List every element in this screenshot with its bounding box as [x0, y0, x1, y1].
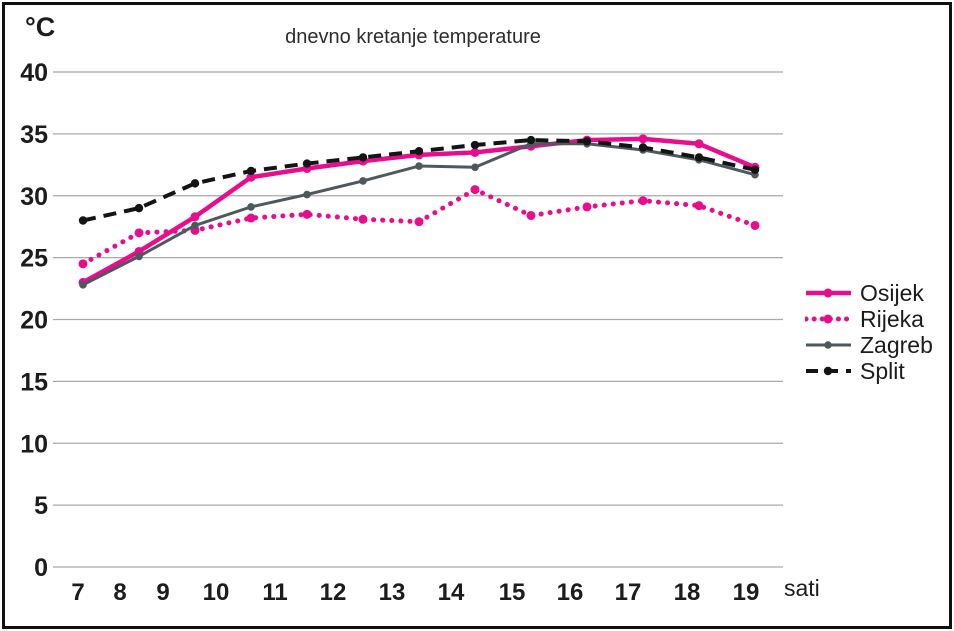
series-marker-zagreb-7 [79, 281, 87, 289]
x-tick-label-16: 16 [557, 579, 584, 606]
series-marker-zagreb-8 [135, 252, 143, 261]
series-marker-zagreb-10 [247, 203, 255, 211]
y-tick-label-35: 35 [20, 121, 48, 149]
legend: Osijek Rijeka Zagreb Split [805, 280, 933, 384]
legend-sample-marker [823, 288, 833, 298]
series-marker-split-9 [190, 179, 200, 188]
series-marker-rijeka-17 [638, 196, 648, 206]
series-marker-split-12 [358, 153, 368, 162]
series-marker-split-14 [470, 140, 480, 150]
series-marker-osijek-9 [190, 212, 200, 222]
series-marker-split-11 [302, 159, 312, 168]
x-tick-label-18: 18 [674, 579, 701, 606]
legend-label-osijek: Osijek [860, 279, 924, 306]
series-marker-osijek-18 [694, 139, 704, 149]
series-line-osijek [81, 136, 756, 285]
y-tick-label-15: 15 [20, 368, 48, 396]
x-axis-unit-label: sati [784, 575, 820, 601]
legend-item-osijek: Osijek [805, 280, 933, 306]
series-marker-rijeka-13 [414, 217, 424, 227]
legend-label-zagreb: Zagreb [860, 331, 933, 358]
series-marker-rijeka-14 [470, 185, 480, 195]
series-marker-rijeka-19 [750, 220, 760, 230]
y-tick-label-30: 30 [20, 183, 48, 211]
series-marker-rijeka-16 [582, 202, 592, 212]
legend-item-rijeka: Rijeka [805, 306, 933, 332]
legend-item-zagreb: Zagreb [805, 332, 933, 358]
x-tick-label-9: 9 [156, 579, 169, 606]
y-tick-label-5: 5 [34, 492, 48, 520]
series-marker-zagreb-12 [359, 177, 367, 185]
y-tick-label-0: 0 [34, 554, 48, 582]
legend-line-sample-zagreb [806, 341, 851, 349]
series-marker-osijek-10 [246, 172, 256, 182]
y-tick-label-10: 10 [20, 430, 48, 458]
x-tick-label-14: 14 [438, 579, 465, 606]
y-axis-unit-label: °C [25, 12, 56, 42]
series-marker-osijek-17 [638, 134, 648, 144]
series-line-rijeka [80, 187, 758, 267]
x-tick-label-17: 17 [615, 579, 642, 606]
y-tick-label-25: 25 [20, 245, 48, 273]
series-marker-zagreb-9 [191, 221, 199, 230]
series-marker-split-10 [246, 166, 256, 176]
x-tick-label-10: 10 [203, 579, 230, 606]
series-marker-rijeka-8 [134, 228, 144, 238]
y-tick-label-20: 20 [20, 307, 48, 335]
series-marker-split-19 [750, 165, 760, 174]
legend-line-sample-split [806, 366, 851, 376]
x-tick-label-7: 7 [71, 579, 84, 606]
series-marker-rijeka-18 [694, 201, 704, 211]
series-marker-rijeka-10 [246, 213, 256, 223]
series-marker-rijeka-12 [358, 214, 368, 224]
series-marker-split-16 [582, 137, 592, 146]
series-marker-split-7 [78, 216, 88, 225]
x-tick-label-19: 19 [733, 579, 760, 606]
series-marker-osijek-14 [470, 147, 480, 157]
legend-sample-marker [823, 366, 833, 376]
series-marker-rijeka-15 [526, 211, 536, 221]
x-tick-label-15: 15 [499, 579, 526, 606]
x-tick-label-8: 8 [113, 579, 126, 606]
series-marker-rijeka-7 [78, 259, 88, 269]
series-marker-split-13 [414, 147, 424, 156]
legend-sample-marker [824, 341, 832, 349]
legend-line-sample-osijek [806, 288, 851, 298]
series-marker-zagreb-14 [471, 163, 479, 172]
legend-line-sample-rijeka [805, 314, 852, 324]
x-tick-label-12: 12 [320, 579, 347, 606]
legend-sample-marker [823, 314, 833, 324]
x-tick-label-13: 13 [379, 579, 406, 606]
series-marker-zagreb-13 [415, 162, 423, 170]
legend-label-rijeka: Rijeka [860, 305, 924, 332]
series-marker-split-8 [134, 203, 144, 213]
series-marker-rijeka-11 [302, 209, 312, 219]
series-marker-split-17 [638, 143, 648, 152]
series-marker-split-18 [694, 153, 704, 162]
y-tick-label-40: 40 [20, 59, 48, 87]
chart-title: dnevno kretanje temperature [285, 26, 541, 48]
legend-item-split: Split [805, 358, 933, 384]
legend-label-split: Split [860, 357, 905, 384]
series-marker-split-15 [526, 135, 536, 145]
x-tick-label-11: 11 [262, 579, 287, 606]
series-marker-zagreb-11 [303, 190, 311, 199]
